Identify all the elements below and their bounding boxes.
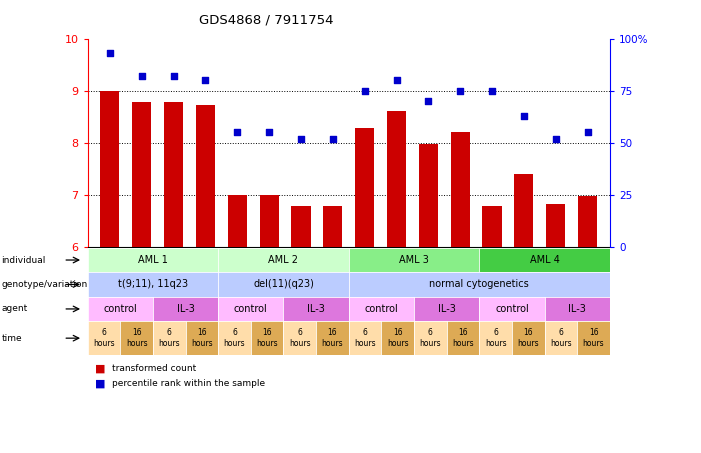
Point (104, 49, 116, 57)
Point (359, 87, 370, 94)
Text: AML 2: AML 2 (268, 255, 299, 265)
Text: 16
hours: 16 hours (452, 328, 474, 348)
Text: control: control (234, 304, 268, 314)
Point (168, 72, 179, 80)
Text: percentile rank within the sample: percentile rank within the sample (112, 379, 265, 388)
Bar (355, 128, 374, 247)
Point (486, 87, 498, 94)
Bar (292, 206, 311, 247)
Point (136, 72, 147, 80)
Text: GDS4868 / 7911754: GDS4868 / 7911754 (199, 14, 334, 27)
Text: normal cytogenetics: normal cytogenetics (430, 280, 529, 289)
Text: 16
hours: 16 hours (257, 328, 278, 348)
Bar (323, 206, 342, 247)
Bar (482, 206, 502, 247)
Bar (259, 195, 279, 247)
Text: control: control (495, 304, 529, 314)
Text: individual: individual (1, 255, 46, 265)
Text: IL-3: IL-3 (177, 304, 194, 314)
Text: 6
hours: 6 hours (158, 328, 180, 348)
Text: AML 1: AML 1 (138, 255, 168, 265)
Bar (387, 111, 406, 247)
Bar (100, 91, 119, 247)
Bar (546, 204, 565, 247)
Bar (515, 174, 533, 247)
Text: 16
hours: 16 hours (125, 328, 147, 348)
Bar (228, 195, 247, 247)
Text: 6
hours: 6 hours (419, 328, 441, 348)
Text: 16
hours: 16 hours (387, 328, 409, 348)
Text: IL-3: IL-3 (437, 304, 456, 314)
Text: 6
hours: 6 hours (354, 328, 376, 348)
Text: 16
hours: 16 hours (322, 328, 343, 348)
Point (550, 135, 562, 142)
Text: 6
hours: 6 hours (550, 328, 572, 348)
Text: IL-3: IL-3 (569, 304, 586, 314)
Text: t(9;11), 11q23: t(9;11), 11q23 (118, 280, 188, 289)
Bar (132, 102, 151, 247)
Text: ■: ■ (95, 378, 105, 388)
Text: 6
hours: 6 hours (93, 328, 115, 348)
Text: 16
hours: 16 hours (191, 328, 212, 348)
Text: genotype/variation: genotype/variation (1, 280, 88, 289)
Text: transformed count: transformed count (112, 364, 196, 373)
Point (264, 129, 275, 136)
Text: control: control (365, 304, 398, 314)
Text: del(11)(q23): del(11)(q23) (253, 280, 314, 289)
Bar (451, 132, 470, 247)
Text: time: time (1, 334, 22, 342)
Bar (418, 144, 438, 247)
Point (295, 135, 306, 142)
Point (454, 87, 465, 94)
Point (200, 77, 211, 84)
Text: 16
hours: 16 hours (517, 328, 539, 348)
Text: 6
hours: 6 hours (224, 328, 245, 348)
Point (582, 129, 593, 136)
Text: 16
hours: 16 hours (583, 328, 604, 348)
Text: 6
hours: 6 hours (485, 328, 506, 348)
Point (423, 97, 434, 105)
Text: AML 4: AML 4 (530, 255, 559, 265)
Text: agent: agent (1, 304, 27, 313)
Bar (578, 196, 597, 247)
Bar (164, 102, 183, 247)
Point (518, 112, 529, 119)
Text: ■: ■ (95, 364, 105, 374)
Bar (196, 105, 215, 247)
Text: IL-3: IL-3 (307, 304, 325, 314)
Point (327, 135, 339, 142)
Point (391, 77, 402, 84)
Point (232, 129, 243, 136)
Text: control: control (103, 304, 137, 314)
Text: AML 3: AML 3 (399, 255, 429, 265)
Text: 6
hours: 6 hours (289, 328, 311, 348)
